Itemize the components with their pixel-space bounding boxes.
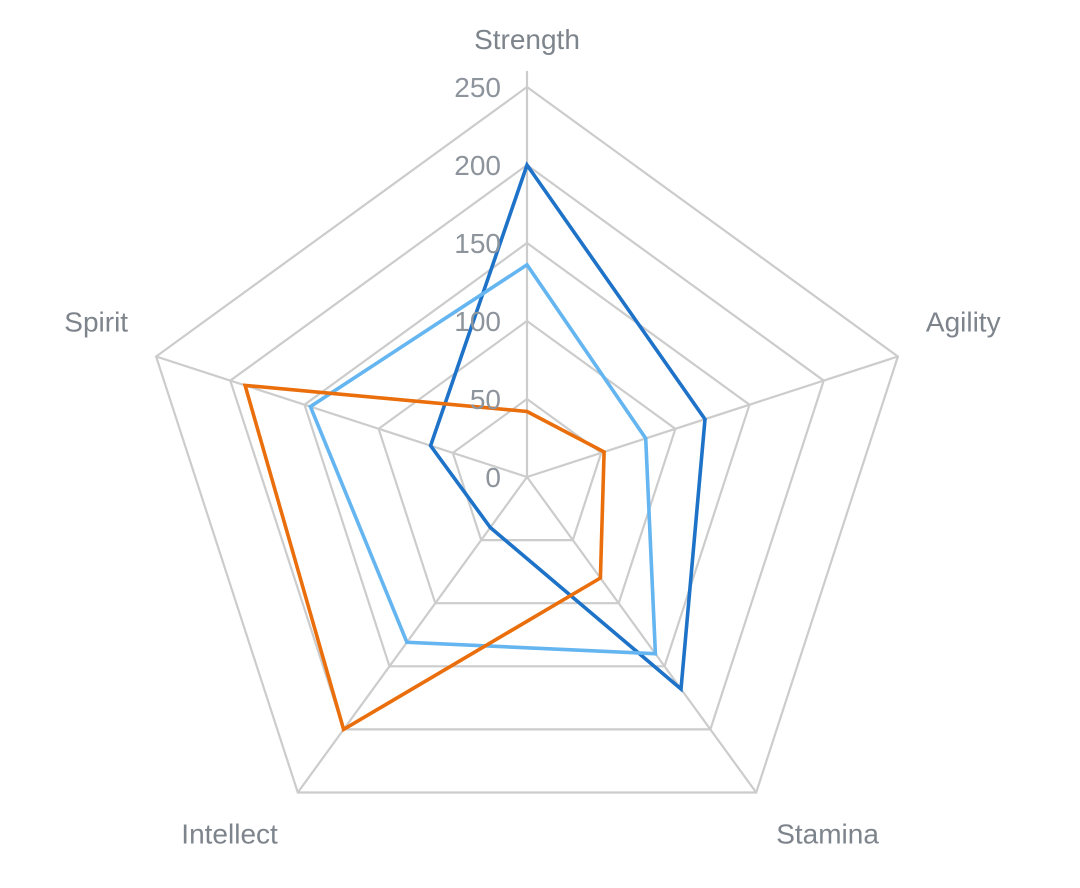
axis-label-strength: Strength [474, 24, 580, 55]
axis-label-agility: Agility [926, 307, 1001, 338]
series-2-line [308, 262, 658, 656]
tick-label-layer: 0 50 100 150 200 250 [454, 72, 501, 493]
series-layer [242, 161, 707, 733]
gridline-150 [303, 241, 751, 668]
spoke-intellect [296, 476, 528, 794]
series-3-line [242, 383, 606, 733]
tick-label-100: 100 [454, 306, 501, 337]
grid-layer [154, 71, 900, 794]
axis-label-layer: Strength Agility Stamina Intellect Spirit [64, 24, 1000, 850]
tick-label-150: 150 [454, 228, 501, 259]
axis-label-stamina: Stamina [776, 819, 879, 850]
spoke-spirit [155, 355, 528, 479]
tick-label-0: 0 [485, 462, 501, 493]
tick-label-50: 50 [470, 384, 501, 415]
spoke-stamina [526, 476, 758, 794]
axis-label-intellect: Intellect [181, 819, 278, 850]
tick-label-250: 250 [454, 72, 501, 103]
gridline-250 [154, 85, 900, 794]
gridline-100 [377, 319, 677, 605]
spoke-agility [526, 355, 899, 479]
axis-label-spirit: Spirit [64, 307, 128, 338]
tick-label-200: 200 [454, 150, 501, 181]
series-1-line [428, 161, 707, 693]
gridline-200 [229, 163, 825, 731]
